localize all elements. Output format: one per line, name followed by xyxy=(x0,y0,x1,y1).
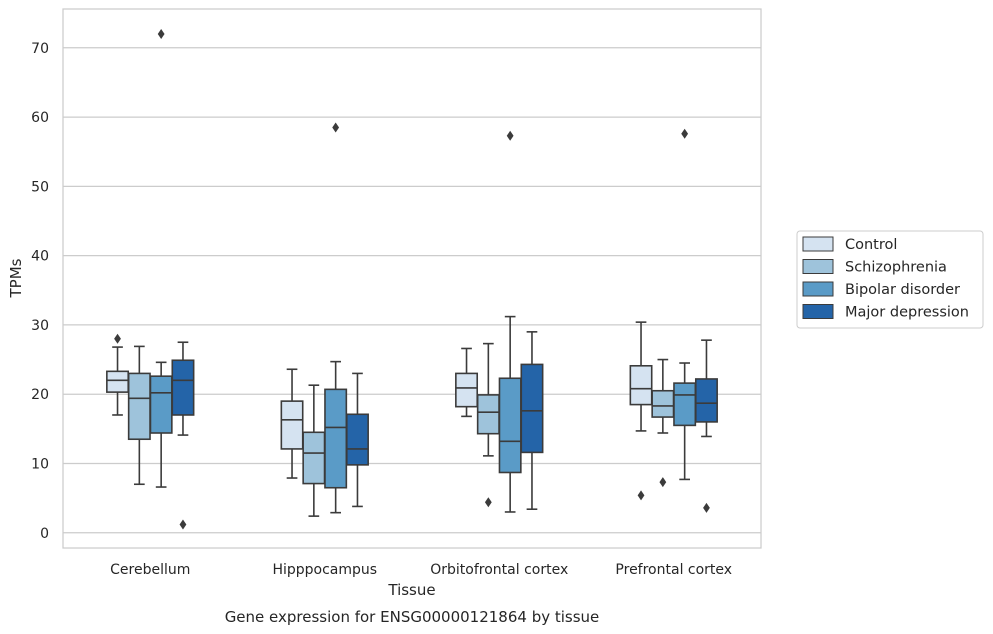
y-tick-label-40: 40 xyxy=(31,249,49,265)
outlier-point xyxy=(506,130,514,141)
legend-swatch xyxy=(802,304,834,319)
legend-item-major-depression: Major depression xyxy=(802,304,969,321)
outlier-point xyxy=(703,502,710,513)
y-tick-label-10: 10 xyxy=(31,456,49,472)
x-tick-label-4: Prefrontal cortex xyxy=(615,562,732,578)
plot-background xyxy=(63,9,761,548)
legend-label: Schizophrenia xyxy=(845,260,947,276)
legend-item-control: Control xyxy=(802,236,897,253)
x-tick-label-3: Orbitofrontal cortex xyxy=(430,562,568,578)
legend-label: Bipolar disorder xyxy=(845,282,960,298)
box-iqr xyxy=(498,377,522,474)
box-iqr xyxy=(302,431,326,485)
box-iqr xyxy=(476,394,500,435)
box-iqr xyxy=(106,370,130,393)
box-control-2 xyxy=(280,368,304,479)
box-iqr xyxy=(324,388,348,489)
legend-item-schizophrenia: Schizophrenia xyxy=(802,259,947,276)
legend-frame xyxy=(796,230,984,329)
y-tick-label-70: 70 xyxy=(31,41,49,57)
legend: Control Schizophrenia Bipolar disorder Majo… xyxy=(796,230,984,329)
outlier-point xyxy=(332,122,340,133)
box-major-depression-3 xyxy=(520,331,544,511)
box-iqr xyxy=(171,359,195,416)
y-tick-label-60: 60 xyxy=(31,110,49,126)
legend-swatch xyxy=(802,281,834,297)
y-tick-label-20: 20 xyxy=(31,387,49,403)
box-schizophrenia-3 xyxy=(476,342,500,508)
box-plots xyxy=(106,28,718,530)
y-tick-labels: 0 10 20 30 40 50 60 70 xyxy=(31,41,49,542)
box-major-depression-2 xyxy=(345,372,369,508)
box-schizophrenia-4 xyxy=(651,358,675,488)
box-control-4 xyxy=(629,321,653,501)
box-control-3 xyxy=(455,347,479,418)
y-tick-label-50: 50 xyxy=(31,179,49,195)
x-tick-labels: Cerebellum Hipppocampus Orbitofrontal cort… xyxy=(110,562,732,578)
chart-caption: Gene expression for ENSG00000121864 by t… xyxy=(225,608,600,626)
x-tick-label-1: Cerebellum xyxy=(110,562,190,578)
box-major-depression-4 xyxy=(694,339,718,513)
outlier-point xyxy=(484,497,492,508)
box-iqr xyxy=(149,375,173,434)
box-iqr xyxy=(345,413,369,466)
legend-label: Control xyxy=(845,237,897,253)
y-tick-label-0: 0 xyxy=(40,526,49,542)
box-major-depression-1 xyxy=(171,341,195,530)
box-iqr xyxy=(520,363,544,454)
legend-label: Major depression xyxy=(845,305,969,321)
box-iqr xyxy=(455,372,479,408)
box-iqr xyxy=(280,400,304,450)
outlier-point xyxy=(114,333,121,344)
y-axis-title: TPMs xyxy=(7,258,25,298)
x-tick-label-2: Hipppocampus xyxy=(272,562,377,578)
box-bipolar-disorder-2 xyxy=(324,122,348,514)
box-iqr xyxy=(651,389,675,418)
outlier-point xyxy=(637,490,645,501)
outlier-point xyxy=(681,128,689,139)
outlier-point xyxy=(157,28,165,39)
legend-swatch xyxy=(802,259,834,274)
box-control-1 xyxy=(106,333,130,416)
box-iqr xyxy=(694,378,718,423)
legend-swatch xyxy=(802,236,834,252)
x-axis-title: Tissue xyxy=(387,581,435,599)
legend-item-bipolar-disorder: Bipolar disorder xyxy=(802,281,960,298)
y-tick-label-30: 30 xyxy=(31,318,49,334)
box-iqr xyxy=(673,382,697,427)
box-bipolar-disorder-4 xyxy=(673,128,697,481)
outlier-point xyxy=(179,519,187,530)
plot-frame xyxy=(62,8,762,549)
box-iqr xyxy=(127,372,151,441)
box-bipolar-disorder-3 xyxy=(498,130,522,513)
box-iqr xyxy=(629,364,653,406)
outlier-point xyxy=(659,477,667,488)
